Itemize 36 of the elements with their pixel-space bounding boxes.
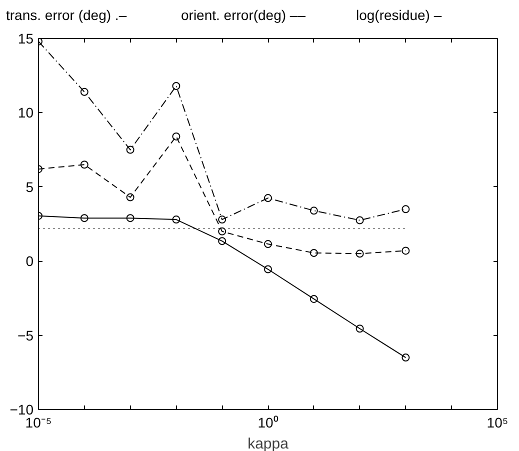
point (402, 354, 410, 362)
point (172, 132, 180, 140)
text: log(residue) – (356, 6, 442, 25)
y-tick-label: 15 (18, 30, 34, 46)
point (80, 214, 88, 222)
point (264, 240, 272, 248)
point (402, 205, 410, 214)
y-tick-label: −10 (10, 402, 34, 418)
y-tick-label: 10 (18, 104, 34, 121)
point (310, 248, 318, 257)
x-tick-label: 10⁻⁵ (25, 414, 52, 430)
point (126, 214, 134, 222)
point (172, 82, 180, 90)
x-tick-label: 10⁵ (486, 414, 508, 430)
point (264, 265, 272, 274)
point (80, 88, 88, 96)
point (172, 216, 180, 224)
point (218, 216, 226, 224)
y-tick-label: 0 (26, 253, 34, 270)
point (126, 146, 134, 154)
text: trans. error (deg) .– (6, 6, 127, 25)
point (356, 216, 364, 224)
point (264, 194, 272, 202)
y-tick-label: −5 (18, 327, 34, 344)
text: orient. error(deg) –– (181, 6, 306, 25)
x-tick-label: 10⁰ (258, 414, 278, 430)
point (310, 206, 318, 215)
y-tick-label: 5 (26, 178, 34, 195)
point (310, 294, 318, 303)
point (218, 237, 226, 246)
point (218, 227, 226, 236)
point (126, 193, 134, 202)
point (80, 160, 88, 169)
point (402, 246, 410, 255)
point (356, 324, 364, 333)
point (356, 250, 364, 258)
